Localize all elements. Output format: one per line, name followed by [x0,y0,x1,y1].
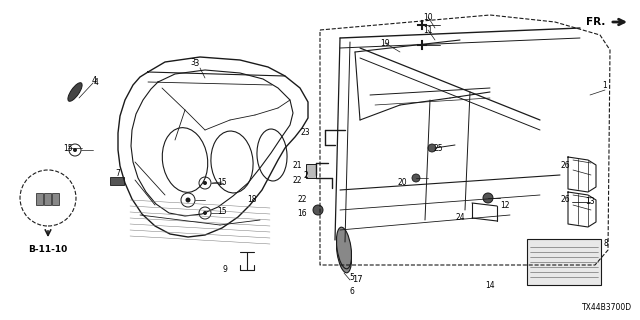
Text: 22: 22 [297,196,307,204]
Text: 22: 22 [292,175,301,185]
Text: 3: 3 [191,58,195,67]
Circle shape [412,174,420,182]
Circle shape [73,148,77,152]
Ellipse shape [163,128,208,192]
Text: 1: 1 [603,81,607,90]
Text: B-11-10: B-11-10 [28,245,68,254]
Bar [36,193,43,205]
Text: 17: 17 [352,276,363,284]
Circle shape [483,193,493,203]
Text: 9: 9 [223,266,227,275]
Text: 4: 4 [93,77,99,86]
Ellipse shape [68,83,82,101]
Text: 12: 12 [500,201,509,210]
Text: 14: 14 [485,281,495,290]
Circle shape [428,144,436,152]
Text: 7: 7 [116,169,120,178]
Text: 5: 5 [349,274,355,283]
Text: 18: 18 [247,196,257,204]
Text: 11: 11 [423,26,433,35]
Text: 13: 13 [585,197,595,206]
Text: 26: 26 [560,161,570,170]
Ellipse shape [337,227,351,269]
Text: 10: 10 [423,12,433,21]
Text: FR.: FR. [586,17,605,27]
Text: 21: 21 [292,161,301,170]
Circle shape [313,205,323,215]
Ellipse shape [257,129,287,181]
Bar [52,193,59,205]
Text: 20: 20 [397,178,407,187]
FancyBboxPatch shape [527,239,601,285]
Bar [110,177,124,185]
Text: TX44B3700D: TX44B3700D [582,303,632,312]
Text: 19: 19 [380,38,390,47]
Ellipse shape [211,131,253,193]
Text: 25: 25 [433,143,443,153]
Text: 15: 15 [217,207,227,217]
Text: 24: 24 [455,213,465,222]
Bar [306,164,316,178]
Text: 23: 23 [300,127,310,137]
Circle shape [203,211,207,215]
Text: 6: 6 [349,287,355,297]
Text: 15: 15 [217,178,227,187]
Text: 16: 16 [297,209,307,218]
Bar [44,193,51,205]
Circle shape [186,197,191,203]
Text: 3: 3 [193,59,198,68]
Text: 2: 2 [303,171,308,180]
Text: 26: 26 [560,196,570,204]
Text: 4: 4 [92,76,97,84]
Text: 15: 15 [63,143,73,153]
Ellipse shape [337,231,351,273]
Circle shape [203,181,207,185]
Text: 8: 8 [604,238,609,247]
